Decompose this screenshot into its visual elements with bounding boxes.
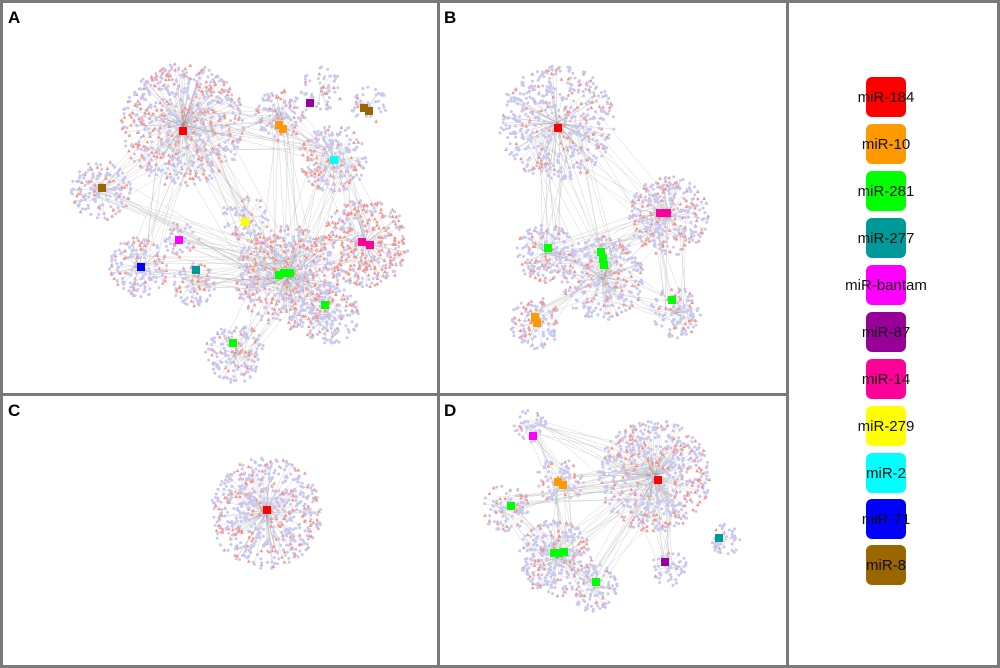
mirna-hubs: [263, 506, 271, 514]
panel-label-d: D: [444, 401, 457, 420]
hub-mir-10: [559, 481, 567, 489]
hub-mir-2: [330, 156, 338, 164]
hub-mir-281: [286, 269, 294, 277]
hub-mir-71: [137, 263, 145, 271]
hub-mir-87: [661, 558, 669, 566]
legend-label: miR-10: [861, 136, 911, 153]
divider-vertical-2: [786, 0, 789, 668]
legend-swatch-mir-bantam: [866, 265, 906, 305]
legend-swatch-mir-71: [866, 499, 906, 539]
legend-label: miR-279: [857, 418, 915, 435]
panel-label-c: C: [8, 401, 21, 420]
hub-mir-281: [668, 296, 676, 304]
hub-mir-14: [663, 209, 671, 217]
hub-mir-277: [192, 266, 200, 274]
panel-b: B: [440, 3, 786, 393]
divider-horizontal: [0, 393, 789, 396]
hub-mir-14: [656, 209, 664, 217]
hub-mir-184: [179, 127, 187, 135]
hub-mir-10: [533, 319, 541, 327]
hub-mir-14: [358, 238, 366, 246]
mirna-hubs: [507, 432, 723, 586]
hub-mir-281: [555, 549, 563, 557]
hub-mir-281: [600, 261, 608, 269]
hub-mir-8: [365, 107, 373, 115]
legend-swatch-mir-10: [866, 124, 906, 164]
panel-d: D: [440, 396, 786, 662]
legend-label: miR-281: [857, 183, 915, 200]
legend-swatch-mir-14: [866, 359, 906, 399]
hub-mir-bantam: [175, 236, 183, 244]
hub-mir-14: [366, 241, 374, 249]
hub-mir-277: [715, 534, 723, 542]
hub-mir-10: [279, 125, 287, 133]
legend-swatch-mir-281: [866, 171, 906, 211]
network-d: [483, 409, 742, 613]
network-c: [210, 456, 323, 570]
panel-c: C: [3, 396, 437, 662]
panel-label-b: B: [444, 8, 457, 27]
target-nodes: [69, 61, 410, 384]
edges: [503, 69, 708, 347]
hub-mir-bantam: [529, 432, 537, 440]
network-a: [69, 61, 410, 384]
hub-mir-184: [263, 506, 271, 514]
hub-mir-279: [241, 218, 249, 226]
legend-label: miR-87: [861, 324, 911, 341]
panel-a: A: [3, 3, 437, 393]
hub-mir-281: [560, 548, 568, 556]
hub-mir-281: [275, 271, 283, 279]
divider-vertical-1: [437, 0, 440, 668]
hub-mir-184: [554, 124, 562, 132]
legend-label: miR-184: [857, 89, 915, 106]
hub-mir-10: [531, 313, 539, 321]
legend-swatch-mir-277: [866, 218, 906, 258]
hub-mir-281: [544, 244, 552, 252]
mirna-hubs: [98, 99, 374, 347]
legend-label: miR-14: [861, 371, 911, 388]
legend-swatch-mir-8: [866, 545, 906, 585]
target-nodes: [483, 409, 742, 613]
legend-swatch-mir-87: [866, 312, 906, 352]
hub-mir-8: [360, 104, 368, 112]
legend-swatch-mir-2: [866, 453, 906, 493]
hub-mir-10: [554, 478, 562, 486]
network-b: [498, 64, 710, 351]
hub-mir-87: [306, 99, 314, 107]
legend-label: miR-bantam: [845, 277, 927, 294]
panel-label-a: A: [8, 8, 21, 27]
target-nodes: [498, 64, 710, 351]
legend-swatch-mir-184: [866, 77, 906, 117]
target-nodes: [210, 456, 323, 570]
mirna-hubs: [531, 124, 676, 327]
legend-label: miR-71: [861, 511, 911, 528]
legend-label: miR-8: [866, 557, 906, 574]
hub-mir-281: [592, 578, 600, 586]
hub-mir-8: [98, 184, 106, 192]
hub-mir-281: [321, 301, 329, 309]
hub-mir-281: [507, 502, 515, 510]
legend-swatch-mir-279: [866, 406, 906, 446]
hub-mir-281: [550, 549, 558, 557]
hub-mir-281: [599, 255, 607, 263]
legend-label: miR-277: [857, 230, 915, 247]
hub-mir-281: [229, 339, 237, 347]
hub-mir-281: [597, 248, 605, 256]
legend-label: miR-2: [866, 465, 906, 482]
hub-mir-184: [654, 476, 662, 484]
hub-mir-281: [280, 269, 288, 277]
